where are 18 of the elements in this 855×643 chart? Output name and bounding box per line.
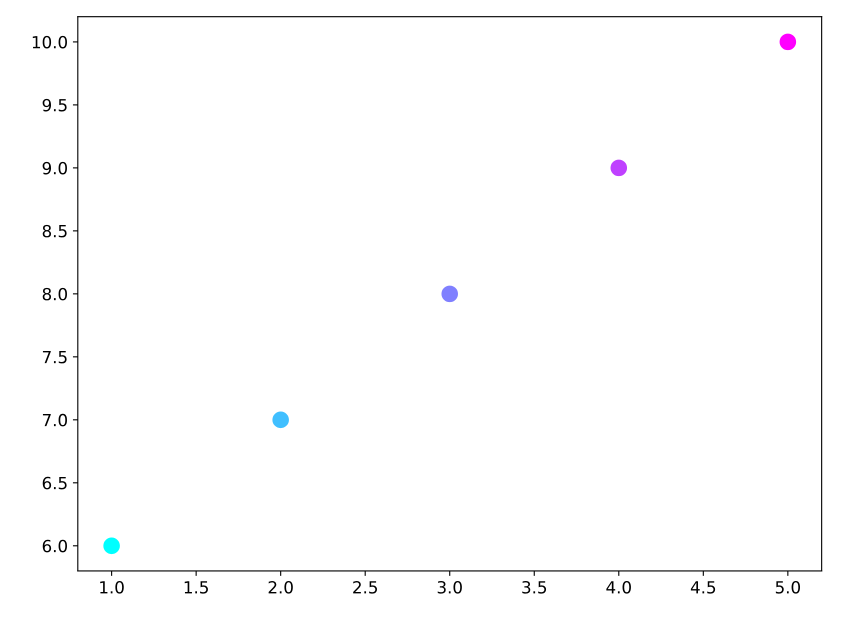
y-tick-label: 7.0 bbox=[42, 414, 67, 426]
x-tick-label: 3.0 bbox=[438, 581, 462, 594]
y-tick-label: 10.0 bbox=[32, 36, 67, 48]
y-tick-label: 6.5 bbox=[42, 476, 67, 490]
x-tick-label: 4.0 bbox=[606, 581, 631, 594]
x-tick-label: 2.0 bbox=[268, 581, 293, 594]
y-tick-label: 6.0 bbox=[42, 540, 67, 552]
x-tick-label: 2.5 bbox=[353, 581, 377, 594]
x-tick-label: 1.0 bbox=[100, 581, 124, 594]
x-tick-label: 4.5 bbox=[690, 581, 716, 594]
y-tick-label: 7.5 bbox=[42, 351, 67, 364]
y-tick-label: 8.0 bbox=[42, 288, 67, 300]
x-tick-label: 5.0 bbox=[776, 581, 800, 594]
y-tick-label: 9.0 bbox=[42, 162, 67, 174]
x-tick-label: 3.5 bbox=[522, 581, 546, 594]
y-tick-label: 9.5 bbox=[42, 98, 67, 112]
y-tick-label: 8.5 bbox=[42, 224, 67, 238]
x-tick-label: 1.5 bbox=[184, 581, 208, 594]
